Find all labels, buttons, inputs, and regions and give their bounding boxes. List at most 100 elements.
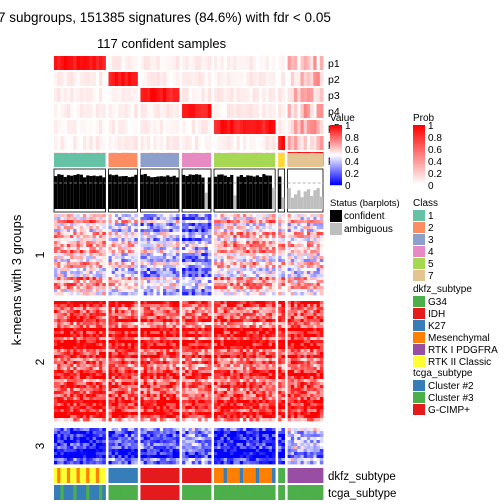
heatmap-cell <box>290 265 295 269</box>
heatmap-cell <box>316 343 321 347</box>
heatmap-cell <box>124 265 129 269</box>
heatmap-cell <box>99 280 103 284</box>
heatmap-cell <box>239 238 244 242</box>
heatmap-cell <box>303 379 308 383</box>
heatmap-cell <box>114 373 119 377</box>
silhouette-bar <box>159 176 163 209</box>
heatmap-cell <box>131 373 135 377</box>
heatmap-cell <box>63 241 68 245</box>
heatmap-cell <box>239 376 244 380</box>
heatmap-cell <box>191 274 196 278</box>
heatmap-cell <box>201 253 205 257</box>
heatmap-cell <box>191 352 196 356</box>
heatmap-cell <box>185 349 189 353</box>
heatmap-cell <box>127 316 132 320</box>
heatmap-cell <box>66 319 71 323</box>
heatmap-cell <box>319 214 324 218</box>
heatmap-cell <box>319 319 324 323</box>
silhouette-bar <box>204 192 208 209</box>
heatmap-cell <box>313 310 317 314</box>
heatmap-cell <box>156 238 161 242</box>
heatmap-cell <box>76 256 81 260</box>
heatmap-cell <box>217 304 221 308</box>
heatmap-cell <box>131 340 135 344</box>
heatmap-cell <box>172 262 177 266</box>
heatmap-cell <box>57 214 61 218</box>
heatmap-cell <box>217 355 221 359</box>
heatmap-cell <box>191 355 196 359</box>
heatmap-cell <box>313 301 317 305</box>
prob-cell <box>175 72 180 86</box>
heatmap-cell <box>262 304 266 308</box>
heatmap-cell <box>153 235 157 239</box>
heatmap-cell <box>82 304 87 308</box>
heatmap-cell <box>230 247 234 251</box>
heatmap-cell <box>242 253 247 257</box>
heatmap-cell <box>290 355 295 359</box>
heatmap-cell <box>255 220 260 224</box>
heatmap-cell <box>220 286 225 290</box>
heatmap-cell <box>182 352 186 356</box>
heatmap-cell <box>313 241 317 245</box>
heatmap-cell <box>297 370 301 374</box>
heatmap-cell <box>281 277 286 281</box>
heatmap-cell <box>175 379 180 383</box>
heatmap-cell <box>230 259 234 263</box>
heatmap-cell <box>287 226 292 230</box>
heatmap-cell <box>150 238 154 242</box>
heatmap-cell <box>111 343 116 347</box>
heatmap-cell <box>217 235 221 239</box>
heatmap-cell <box>54 385 58 389</box>
heatmap-cell <box>246 241 250 245</box>
heatmap-cell <box>182 346 186 350</box>
heatmap-cell <box>162 271 167 275</box>
heatmap-cell <box>233 253 237 257</box>
prob-cell <box>63 104 68 118</box>
heatmap-cell <box>214 358 218 362</box>
heatmap-cell <box>233 250 237 254</box>
heatmap-cell <box>220 367 225 371</box>
heatmap-cell <box>66 355 71 359</box>
heatmap-cell <box>319 277 324 281</box>
heatmap-cell <box>182 244 186 248</box>
silhouette-bar <box>175 177 180 209</box>
prob-cell <box>159 120 164 134</box>
heatmap-cell <box>242 370 247 374</box>
heatmap-cell <box>259 286 263 290</box>
heatmap-cell <box>162 253 167 257</box>
heatmap-cell <box>290 328 295 332</box>
prob-cell <box>191 136 196 150</box>
prob-cell <box>303 120 308 134</box>
heatmap-cell <box>204 337 209 341</box>
heatmap-cell <box>217 289 221 293</box>
prob-cell <box>252 56 257 70</box>
heatmap-cell <box>175 349 180 353</box>
heatmap-cell <box>226 337 231 341</box>
heatmap-cell <box>194 277 199 281</box>
heatmap-cell <box>172 364 177 368</box>
heatmap-cell <box>127 340 132 344</box>
heatmap-cell <box>297 322 301 326</box>
heatmap-cell <box>252 241 257 245</box>
heatmap-cell <box>143 379 148 383</box>
heatmap-cell <box>204 349 209 353</box>
heatmap-cell <box>124 352 129 356</box>
heatmap-cell <box>201 214 205 218</box>
heatmap-cell <box>146 370 151 374</box>
heatmap-cell <box>54 292 58 296</box>
heatmap-cell <box>265 274 270 278</box>
heatmap-cell <box>242 307 247 311</box>
heatmap-cell <box>66 376 71 380</box>
heatmap-cell <box>223 289 228 293</box>
heatmap-cell <box>169 301 174 305</box>
heatmap-cell <box>230 367 234 371</box>
heatmap-cell <box>102 250 106 254</box>
heatmap-cell <box>281 367 286 371</box>
heatmap-cell <box>146 286 151 290</box>
heatmap-cell <box>265 313 270 317</box>
silhouette-bar <box>82 177 87 209</box>
heatmap-cell <box>89 382 94 386</box>
heatmap-cell <box>303 337 308 341</box>
heatmap-cell <box>217 358 221 362</box>
heatmap-cell <box>191 226 196 230</box>
